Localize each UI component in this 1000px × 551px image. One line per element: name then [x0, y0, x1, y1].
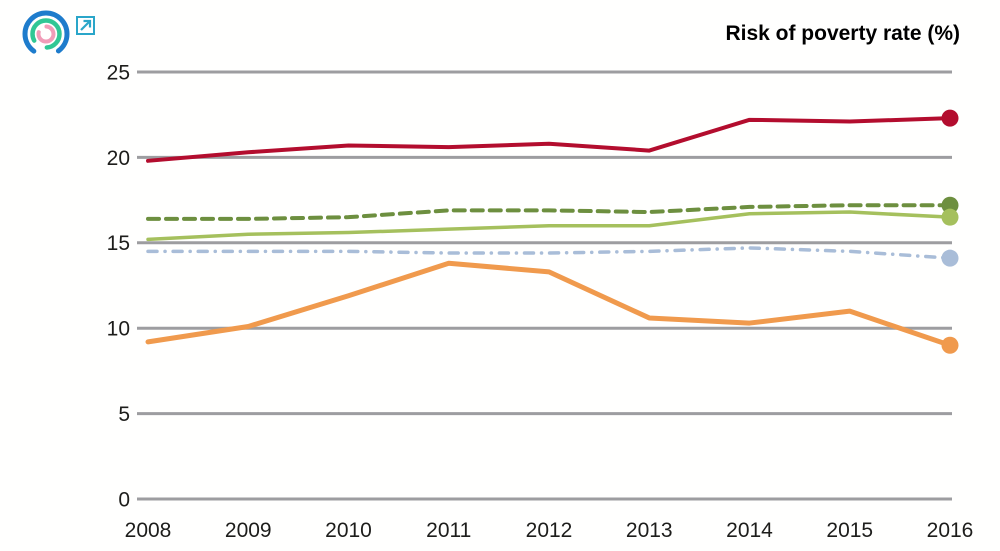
series-marker-red-line — [941, 109, 959, 127]
y-tick-label: 0 — [118, 488, 130, 511]
y-tick-label: 5 — [118, 403, 130, 426]
x-tick-label: 2012 — [526, 519, 573, 542]
series-marker-blue-dash-dot-line — [941, 249, 959, 267]
y-tick-label: 15 — [107, 232, 130, 255]
series-marker-dark-green-dashed-line — [941, 196, 959, 214]
external-link-icon[interactable] — [76, 16, 95, 35]
x-tick-label: 2011 — [426, 519, 471, 542]
x-tick-label: 2015 — [826, 519, 873, 542]
series-line-light-green-line — [146, 210, 952, 242]
x-tick-label: 2016 — [927, 519, 974, 542]
series-line-red-line — [146, 116, 952, 163]
chart-title: Risk of poverty rate (%) — [725, 22, 960, 45]
series-line-orange-line — [145, 260, 953, 348]
concentric-rings-logo-icon — [22, 10, 70, 58]
y-tick-label: 25 — [107, 61, 130, 84]
interactive-graph-link[interactable] — [20, 8, 100, 66]
series-marker-light-green-line — [941, 208, 959, 226]
y-tick-label: 10 — [107, 318, 130, 341]
x-tick-label: 2009 — [225, 519, 272, 542]
series-line-dark-green-dashed-line — [146, 203, 952, 221]
x-tick-label: 2008 — [125, 519, 172, 542]
x-tick-label: 2010 — [325, 519, 372, 542]
x-tick-label: 2013 — [626, 519, 673, 542]
y-tick-label: 20 — [107, 147, 130, 170]
series-line-blue-dash-dot-line — [146, 246, 952, 260]
series-marker-orange-line — [941, 336, 959, 354]
x-tick-label: 2014 — [726, 519, 773, 542]
